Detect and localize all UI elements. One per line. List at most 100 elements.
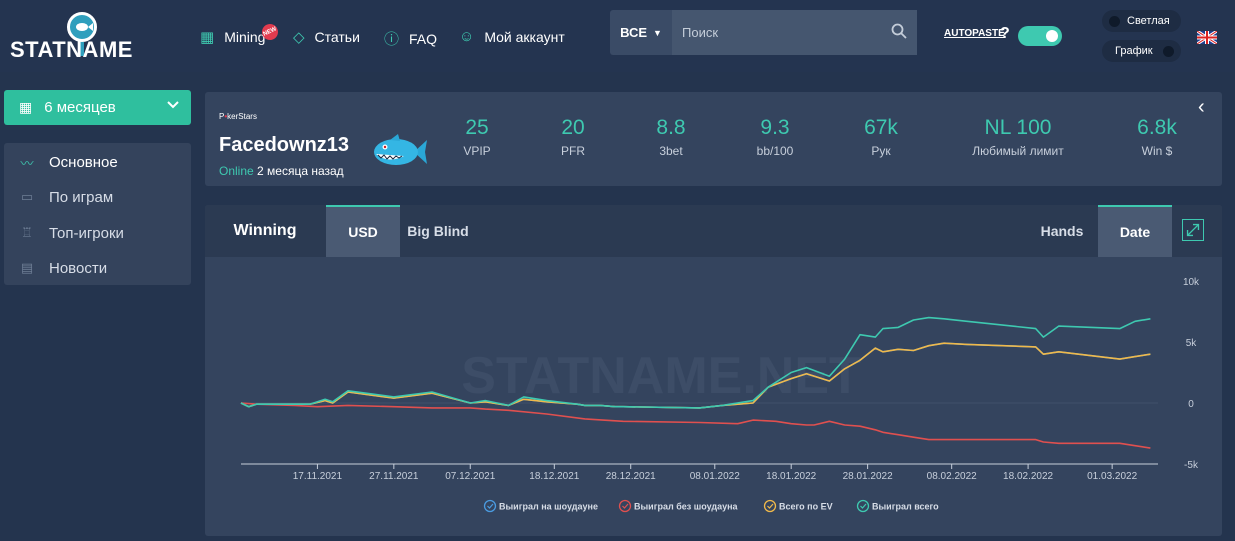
question-icon: ⓘ bbox=[384, 31, 400, 48]
sidebar-item-label: Топ-игроки bbox=[49, 224, 124, 242]
search-bar: ВСЕ ▼ bbox=[610, 10, 917, 55]
diamond-icon: ◇ bbox=[293, 29, 305, 46]
top-bar: STATNAME ▦ Mining NEW ◇ Статьи ⓘ FAQ ☺ М… bbox=[0, 0, 1235, 72]
search-icon[interactable] bbox=[891, 23, 907, 39]
sidebar-item-games[interactable]: ▭ По играм bbox=[4, 180, 191, 214]
chevron-down-icon: ▼ bbox=[653, 27, 662, 38]
nav-articles[interactable]: ◇ Статьи bbox=[293, 28, 360, 46]
nav-faq[interactable]: ⓘ FAQ bbox=[384, 28, 437, 49]
legend-check-mark bbox=[767, 503, 774, 509]
nav-mining[interactable]: ▦ Mining bbox=[200, 28, 265, 46]
stat-pfr: 20 PFR bbox=[561, 116, 585, 158]
series-line bbox=[240, 402, 1151, 449]
sidebar-menu: 〰 Основное ▭ По играм ♖ Топ-игроки ▤ Нов… bbox=[4, 143, 191, 285]
stat-favorite-limit: NL 100 Любимый лимит bbox=[972, 116, 1064, 158]
x-tick-label: 17.11.2021 bbox=[293, 471, 343, 482]
uk-flag-icon[interactable] bbox=[1197, 31, 1217, 44]
pulse-icon: 〰 bbox=[20, 155, 34, 171]
y-tick-label: 10k bbox=[1183, 277, 1200, 288]
chart-tabs-bar: Winning USD Big Blind Hands Date bbox=[205, 205, 1222, 257]
stat-win: 6.8k Win $ bbox=[1137, 116, 1177, 158]
nav-account-label: Мой аккаунт bbox=[484, 28, 565, 45]
help-icon[interactable]: ? bbox=[1000, 25, 1010, 42]
gamepad-icon: ▭ bbox=[20, 189, 34, 204]
toggle-dot-icon bbox=[1109, 15, 1120, 27]
x-tick-label: 08.02.2022 bbox=[927, 471, 977, 482]
x-tick-label: 28.01.2022 bbox=[843, 471, 893, 482]
theme-light-toggle[interactable]: Светлая bbox=[1102, 10, 1181, 32]
theme-chart-toggle[interactable]: График bbox=[1102, 40, 1181, 62]
sidebar-item-news[interactable]: ▤ Новости bbox=[4, 251, 191, 285]
legend-check-icon bbox=[483, 499, 497, 513]
legend-check-icon bbox=[763, 499, 777, 513]
sidebar-item-top-players[interactable]: ♖ Топ-игроки bbox=[4, 216, 191, 250]
nav-mining-label: Mining bbox=[224, 29, 266, 45]
stat-3bet: 8.8 3bet bbox=[656, 116, 686, 158]
legend-item: Выиграл на шоудауне bbox=[499, 502, 598, 512]
fish-logo-icon bbox=[67, 12, 97, 42]
x-tick-label: 28.12.2021 bbox=[606, 471, 656, 482]
autopaste-label[interactable]: AUTOPASTE bbox=[944, 28, 1005, 39]
nav-faq-label: FAQ bbox=[409, 30, 438, 47]
winnings-chart-panel: Winning USD Big Blind Hands Date STATNAM… bbox=[205, 205, 1222, 536]
nav-articles-label: Статьи bbox=[314, 29, 360, 45]
x-tick-label: 27.11.2021 bbox=[369, 471, 419, 482]
expand-icon[interactable] bbox=[1182, 219, 1204, 241]
newspaper-icon: ▤ bbox=[20, 260, 34, 275]
search-filter-select[interactable]: ВСЕ ▼ bbox=[610, 10, 672, 55]
tab-big-blind[interactable]: Big Blind bbox=[407, 223, 469, 239]
chart-title: Winning bbox=[233, 222, 297, 239]
chart-watermark: STATNAME.NET bbox=[461, 347, 861, 405]
y-tick-label: 5k bbox=[1186, 338, 1198, 349]
x-tick-label: 18.12.2021 bbox=[529, 471, 579, 482]
stat-vpip: 25 VPIP bbox=[463, 116, 491, 158]
statname-logo[interactable]: STATNAME bbox=[10, 10, 132, 65]
series-line bbox=[240, 316, 1151, 409]
tab-usd[interactable]: USD bbox=[326, 205, 400, 257]
tab-hands[interactable]: Hands bbox=[1040, 223, 1084, 239]
nav-account[interactable]: ☺ Мой аккаунт bbox=[459, 28, 565, 45]
collapse-chevron-icon[interactable]: ‹ bbox=[1198, 96, 1205, 118]
winnings-line-chart: STATNAME.NET 10k 5k 0 -5k 17.11.2021 27.11.202… bbox=[240, 277, 1200, 513]
legend-item: Выиграл без шоудауна bbox=[634, 502, 739, 512]
y-tick-label: 0 bbox=[1188, 399, 1194, 410]
sidebar-item-label: Новости bbox=[49, 259, 108, 277]
calendar-icon: ▦ bbox=[19, 99, 33, 115]
legend-item: Выиграл всего bbox=[872, 502, 939, 512]
tab-date[interactable]: Date bbox=[1098, 205, 1172, 257]
period-label: 6 месяцев bbox=[44, 99, 116, 116]
logo-text: STATNAME bbox=[10, 37, 133, 62]
sidebar-item-label: Основное bbox=[49, 153, 118, 171]
player-profile-card: P•kerStars Facedownz13 Online 2 месяца н… bbox=[205, 92, 1222, 186]
period-select[interactable]: ▦ 6 месяцев bbox=[4, 90, 191, 125]
shark-avatar-icon bbox=[374, 134, 427, 165]
x-tick-label: 01.03.2022 bbox=[1087, 471, 1137, 482]
x-tick-label: 07.12.2021 bbox=[445, 471, 495, 482]
calculator-icon: ▦ bbox=[200, 29, 215, 46]
chevron-down-icon bbox=[167, 101, 179, 109]
player-status: Online 2 месяца назад bbox=[219, 164, 344, 178]
toggle-dot-icon bbox=[1162, 45, 1174, 57]
sidebar-item-overview[interactable]: 〰 Основное bbox=[4, 145, 191, 179]
search-filter-label: ВСЕ bbox=[620, 25, 648, 40]
pokerstars-logo: P•kerStars bbox=[219, 112, 257, 121]
legend-check-mark bbox=[860, 503, 867, 509]
legend-check-mark bbox=[487, 503, 494, 509]
legend-check-mark bbox=[622, 503, 629, 509]
search-input[interactable] bbox=[672, 10, 917, 55]
theme-light-label: Светлая bbox=[1127, 15, 1170, 27]
legend-item: Всего по EV bbox=[779, 502, 833, 512]
trophy-icon: ♖ bbox=[21, 225, 33, 240]
last-seen: 2 месяца назад bbox=[257, 164, 344, 178]
y-tick-label: -5k bbox=[1184, 460, 1199, 471]
sidebar-item-label: По играм bbox=[49, 188, 114, 206]
theme-chart-label: График bbox=[1115, 45, 1153, 57]
legend-check-icon bbox=[856, 499, 870, 513]
online-status: Online bbox=[219, 164, 254, 178]
logo-stem bbox=[80, 42, 84, 56]
stat-bb100: 9.3 bb/100 bbox=[756, 116, 794, 158]
autopaste-toggle[interactable] bbox=[1018, 26, 1062, 46]
legend-check-icon bbox=[618, 499, 632, 513]
x-tick-label: 18.01.2022 bbox=[766, 471, 816, 482]
x-tick-label: 08.01.2022 bbox=[690, 471, 740, 482]
